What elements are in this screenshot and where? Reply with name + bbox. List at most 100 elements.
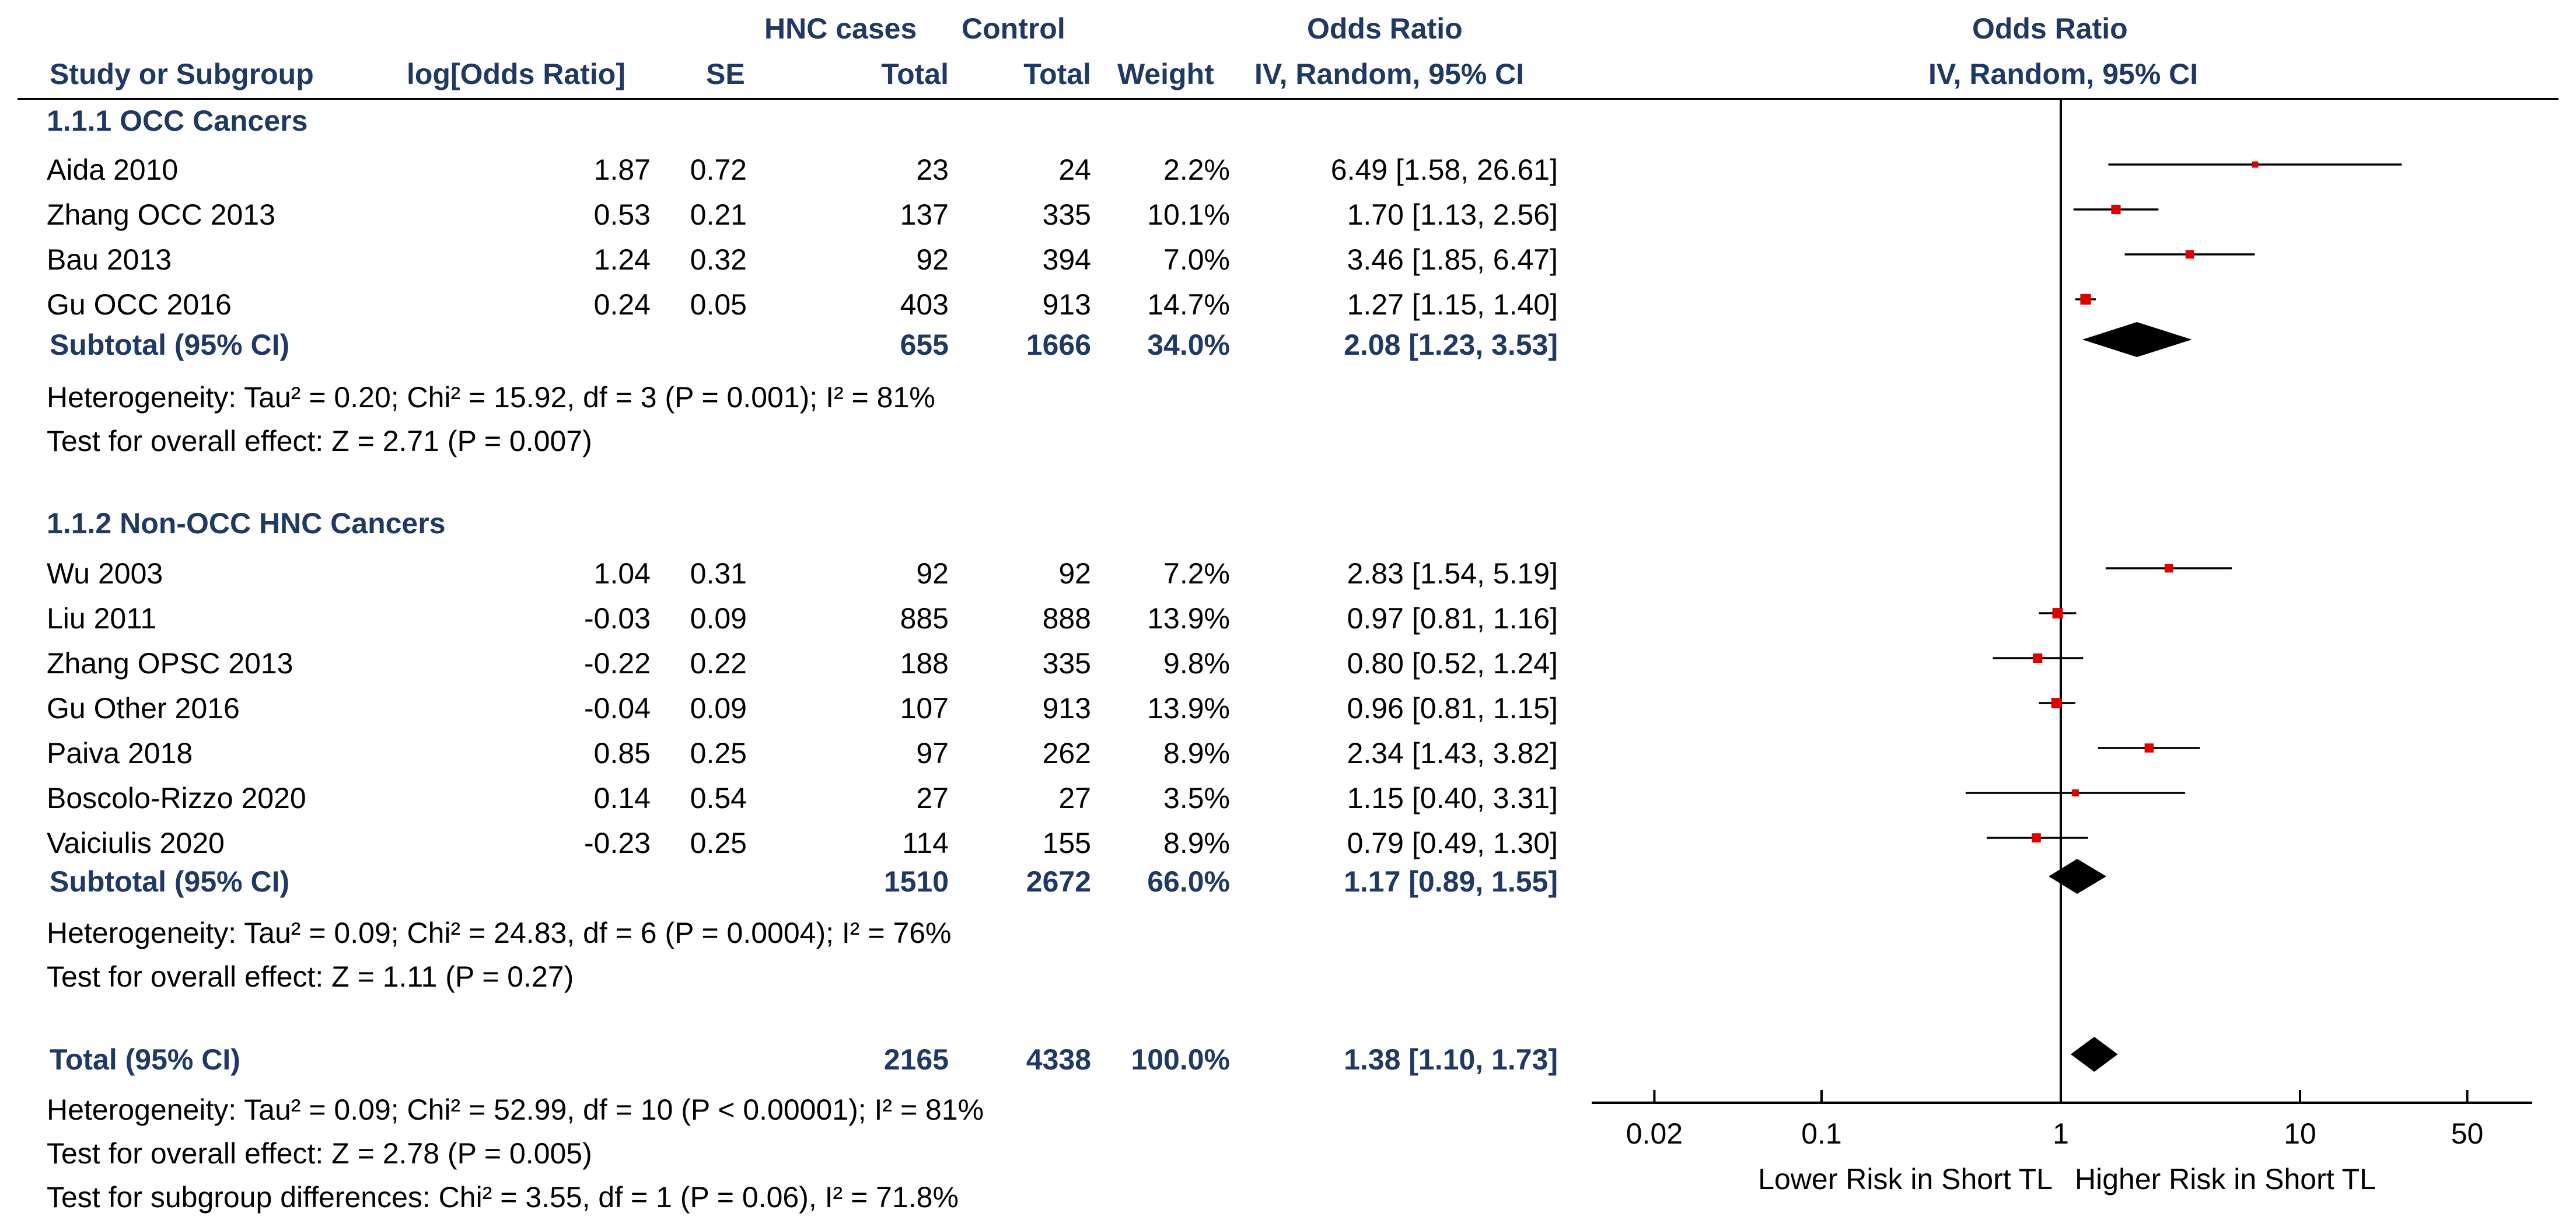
log-or-value: 0.14 xyxy=(593,782,651,814)
heterogeneity-text: Heterogeneity: Tau² = 0.09; Chi² = 24.83… xyxy=(47,917,952,949)
or-ci-value: 2.34 [1.43, 3.82] xyxy=(1347,737,1558,770)
weight-value: 3.5% xyxy=(1163,782,1230,814)
weight-value: 8.9% xyxy=(1163,827,1230,859)
cases-total: 137 xyxy=(900,198,949,231)
header-hnc-cases: HNC cases xyxy=(764,12,917,45)
se-value: 0.25 xyxy=(690,737,747,770)
header-se: SE xyxy=(706,58,745,90)
study-name: Wu 2003 xyxy=(47,557,163,590)
se-value: 0.09 xyxy=(690,602,747,635)
point-estimate xyxy=(2080,293,2091,305)
header-method-plot: IV, Random, 95% CI xyxy=(1928,58,2198,90)
total-overall-effect-text: Test for overall effect: Z = 2.78 (P = 0… xyxy=(47,1137,592,1170)
study-name: Paiva 2018 xyxy=(47,737,193,770)
study-name: Zhang OCC 2013 xyxy=(47,198,275,231)
study-name: Bau 2013 xyxy=(47,243,172,276)
point-estimate xyxy=(2032,833,2041,843)
study-name: Liu 2011 xyxy=(47,602,157,635)
cases-total: 92 xyxy=(916,243,949,276)
or-ci-value: 6.49 [1.58, 26.61] xyxy=(1330,153,1558,186)
log-or-value: -0.22 xyxy=(584,647,651,680)
subgroup-differences-text: Test for subgroup differences: Chi² = 3.… xyxy=(47,1181,959,1214)
log-or-value: -0.03 xyxy=(584,602,651,635)
point-estimate xyxy=(2164,564,2173,573)
control-total: 27 xyxy=(1058,782,1091,814)
weight-value: 14.7% xyxy=(1147,288,1230,321)
se-value: 0.72 xyxy=(690,153,747,186)
or-ci-value: 1.15 [0.40, 3.31] xyxy=(1347,782,1558,814)
x-tick-label: 50 xyxy=(2451,1117,2484,1150)
or-ci-value: 0.96 [0.81, 1.15] xyxy=(1347,692,1558,725)
heterogeneity-text: Heterogeneity: Tau² = 0.20; Chi² = 15.92… xyxy=(47,381,935,414)
log-or-value: 0.85 xyxy=(593,737,651,770)
weight-value: 8.9% xyxy=(1163,737,1230,770)
study-name: Gu OCC 2016 xyxy=(47,288,232,321)
or-ci-value: 0.79 [0.49, 1.30] xyxy=(1347,827,1558,859)
se-value: 0.32 xyxy=(690,243,747,276)
weight-value: 13.9% xyxy=(1147,692,1230,725)
header-control: Control xyxy=(962,12,1065,45)
control-total: 155 xyxy=(1042,827,1091,859)
subtotal-label: Subtotal (95% CI) xyxy=(50,328,290,361)
total-weight: 100.0% xyxy=(1131,1043,1230,1076)
control-total: 24 xyxy=(1058,153,1091,186)
subtotal-label: Subtotal (95% CI) xyxy=(50,865,290,898)
summary-diamond xyxy=(2049,859,2107,894)
log-or-value: 1.87 xyxy=(593,153,651,186)
or-ci-value: 1.27 [1.15, 1.40] xyxy=(1347,288,1558,321)
weight-value: 7.2% xyxy=(1163,557,1230,590)
or-ci-value: 3.46 [1.85, 6.47] xyxy=(1347,243,1558,276)
subtotal-ci: 1.17 [0.89, 1.55] xyxy=(1344,865,1558,898)
or-ci-value: 2.83 [1.54, 5.19] xyxy=(1347,557,1558,590)
header-odds-ratio-col: Odds Ratio xyxy=(1307,12,1463,45)
header-rule xyxy=(18,98,2558,100)
log-or-value: 0.24 xyxy=(593,288,651,321)
log-or-value: 1.24 xyxy=(593,243,651,276)
log-or-value: -0.04 xyxy=(584,692,651,725)
group-title: 1.1.2 Non-OCC HNC Cancers xyxy=(47,507,446,540)
x-tick-label: 1 xyxy=(2053,1117,2069,1150)
log-or-value: 1.04 xyxy=(593,557,651,590)
cases-total: 92 xyxy=(916,557,949,590)
point-estimate xyxy=(2051,698,2062,708)
x-tick-label: 10 xyxy=(2284,1117,2316,1150)
point-estimate xyxy=(2185,250,2194,259)
summary-diamond xyxy=(2082,322,2192,357)
se-value: 0.22 xyxy=(690,647,747,680)
se-value: 0.54 xyxy=(690,782,747,814)
cases-total: 885 xyxy=(900,602,949,635)
cases-total: 114 xyxy=(902,827,949,859)
control-total: 92 xyxy=(1058,557,1091,590)
study-name: Boscolo-Rizzo 2020 xyxy=(47,782,306,814)
control-total: 394 xyxy=(1042,243,1091,276)
header-odds-ratio-plot: Odds Ratio xyxy=(1972,12,2128,45)
cases-total: 23 xyxy=(916,153,949,186)
subtotal-cases: 655 xyxy=(900,328,949,361)
control-total: 913 xyxy=(1042,692,1091,725)
cases-total: 188 xyxy=(900,647,949,680)
subtotal-control: 1666 xyxy=(1026,328,1091,361)
point-estimate xyxy=(2144,743,2154,753)
subtotal-weight: 34.0% xyxy=(1147,328,1230,361)
subtotal-control: 2672 xyxy=(1026,865,1091,898)
x-axis-ticks: 0.02 0.1 1 10 50 xyxy=(1626,1090,2484,1150)
control-total: 335 xyxy=(1042,198,1091,231)
overall-effect-text: Test for overall effect: Z = 2.71 (P = 0… xyxy=(47,425,592,457)
header-total-cases: Total xyxy=(881,58,949,90)
study-marks xyxy=(1965,161,2402,843)
control-total: 335 xyxy=(1042,647,1091,680)
study-name: Zhang OPSC 2013 xyxy=(47,647,293,680)
total-cases: 2165 xyxy=(883,1043,949,1076)
x-tick-label: 0.02 xyxy=(1626,1117,1683,1150)
cases-total: 97 xyxy=(916,737,949,770)
point-estimate xyxy=(2033,653,2043,663)
weight-value: 10.1% xyxy=(1147,198,1230,231)
control-total: 888 xyxy=(1042,602,1091,635)
study-name: Vaiciulis 2020 xyxy=(47,827,225,859)
summary-diamond xyxy=(2070,1037,2118,1072)
x-axis-left-label: Lower Risk in Short TL xyxy=(1758,1163,2053,1195)
cases-total: 403 xyxy=(900,288,949,321)
se-value: 0.21 xyxy=(690,198,747,231)
control-total: 913 xyxy=(1042,288,1091,321)
total-control: 4338 xyxy=(1026,1043,1091,1076)
